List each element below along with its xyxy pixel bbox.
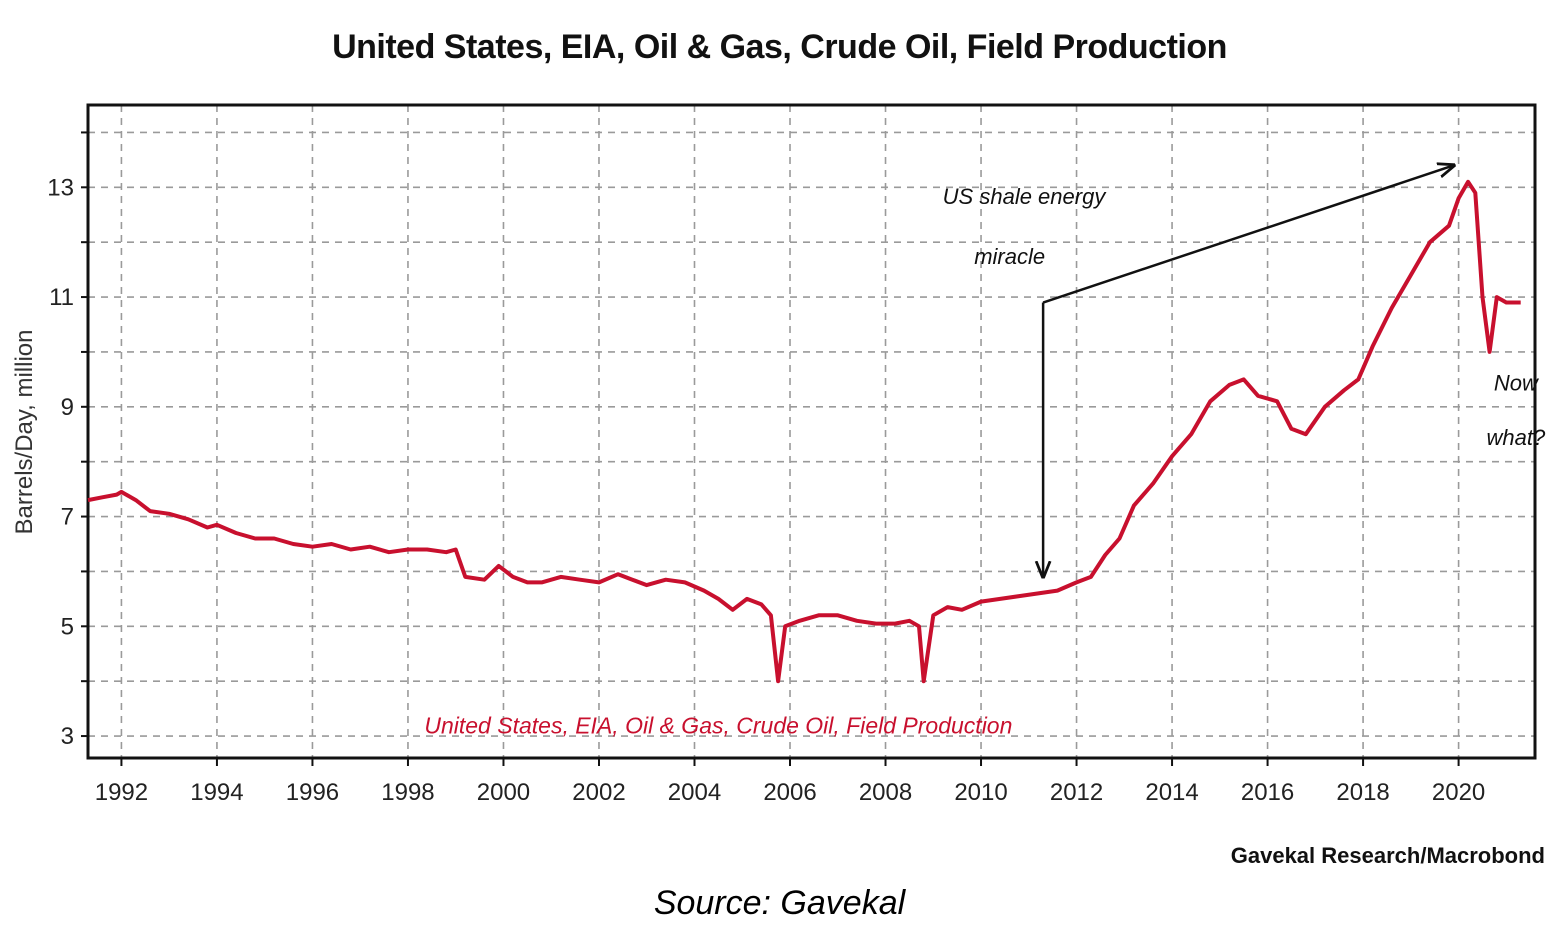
annotation-now-what-line2: what? [1487,425,1546,450]
plot-frame [86,103,1537,760]
x-tick-label: 1992 [95,779,148,806]
y-tick-label: 13 [47,174,74,201]
y-tick-label: 5 [61,613,74,640]
x-tick-label: 2016 [1241,779,1294,806]
x-tick-label: 2002 [572,779,625,806]
annotation-shale: US shale energy [943,184,1108,209]
x-tick-label: 2020 [1432,779,1485,806]
source-caption: Source: Gavekal [653,884,906,922]
chart-credit: Gavekal Research/Macrobond [1230,843,1545,868]
annotation-shale-line2: miracle [974,244,1045,269]
x-tick-label: 2018 [1336,779,1389,806]
x-tick-label: 2014 [1145,779,1198,806]
annotation-now-what: Now [1494,370,1540,395]
annotations: US shale energy miracle Now what? United Sta… [424,165,1546,738]
axis-ticks: 3 5 7 9 11 13 1992 1994 1996 1998 2000 2002 2004 2006… [47,131,1485,806]
grid-lines [88,105,1535,758]
chart-title: United States, EIA, Oil & Gas, Crude Oil… [332,28,1227,66]
annotation-arrow-up [1042,165,1454,304]
x-tick-label: 2006 [763,779,816,806]
x-tick-label: 1998 [381,779,434,806]
y-tick-label: 7 [61,504,74,531]
y-tick-label: 3 [61,723,74,750]
series-label: United States, EIA, Oil & Gas, Crude Oil… [424,712,1012,738]
y-tick-label: 11 [49,284,74,311]
x-tick-label: 2000 [477,779,530,806]
x-tick-label: 2010 [954,779,1007,806]
x-tick-label: 2004 [668,779,721,806]
x-tick-label: 2012 [1050,779,1103,806]
y-axis-label: Barrels/Day, million [11,330,38,535]
x-tick-label: 2008 [859,779,912,806]
x-tick-label: 1996 [286,779,339,806]
y-tick-label: 9 [61,394,74,421]
x-tick-label: 1994 [190,779,243,806]
series-line [87,179,1521,684]
series-layer [87,179,1521,684]
